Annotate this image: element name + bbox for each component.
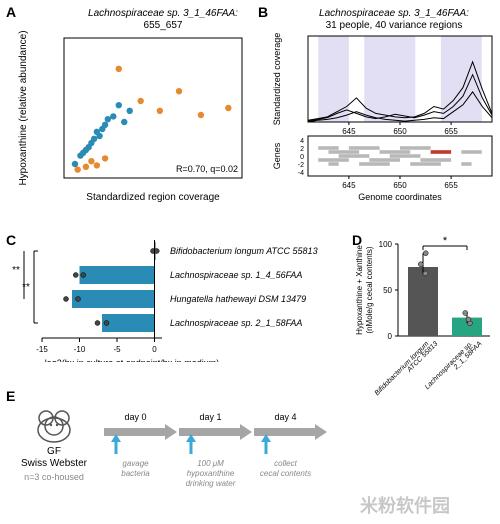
- svg-text:log2(hx in culture at endpoint: log2(hx in culture at endpoint/hx in med…: [45, 358, 220, 362]
- svg-text:645: 645: [342, 181, 356, 190]
- svg-text:Standardized region coverage: Standardized region coverage: [86, 192, 220, 203]
- svg-text:day 4: day 4: [274, 412, 296, 422]
- panel-d-bars: 0 50 100 Hypoxanthine + Xanthine(nMole/g ce…: [350, 236, 500, 406]
- svg-text:Lachnospiraceae sp. 3_1_46FAA:: Lachnospiraceae sp. 3_1_46FAA:: [319, 8, 469, 19]
- svg-text:hypoxanthine: hypoxanthine: [187, 469, 235, 478]
- svg-text:-4: -4: [298, 170, 304, 177]
- svg-text:Swiss Webster: Swiss Webster: [21, 458, 88, 469]
- svg-text:4: 4: [300, 138, 304, 145]
- panel-c-bars: Bifidobacterium longum ATCC 55813 Lachnos…: [12, 232, 342, 362]
- svg-text:2: 2: [300, 146, 304, 153]
- svg-text:GF: GF: [47, 446, 61, 457]
- svg-text:31 people, 40 variance regions: 31 people, 40 variance regions: [326, 20, 463, 31]
- watermark-text: 米粉软件园: [360, 492, 450, 518]
- svg-text:655_657: 655_657: [144, 20, 183, 31]
- svg-text:655: 655: [444, 127, 458, 136]
- svg-text:collect: collect: [274, 459, 297, 468]
- svg-text:Lachnospiraceae sp. 1_4_56FAA: Lachnospiraceae sp. 1_4_56FAA: [170, 270, 302, 280]
- svg-text:Bifidobacterium longum: Bifidobacterium longum: [374, 340, 431, 397]
- svg-text:Genome coordinates: Genome coordinates: [358, 192, 442, 202]
- svg-text:(nMole/g cecal contents): (nMole/g cecal contents): [365, 246, 374, 333]
- svg-text:-5: -5: [113, 345, 121, 354]
- svg-text:bacteria: bacteria: [121, 469, 150, 478]
- svg-text:**: **: [12, 265, 20, 276]
- svg-text:655: 655: [444, 181, 458, 190]
- svg-text:drinking water: drinking water: [186, 479, 236, 488]
- panel-a-scatter: Lachnospiraceae sp. 3_1_46FAA:655_657 Sta…: [12, 4, 252, 204]
- panel-b-coverage: Lachnospiraceae sp. 3_1_46FAA:31 people,…: [264, 4, 500, 204]
- svg-text:Hypoxanthine (relative abundan: Hypoxanthine (relative abundance): [18, 30, 29, 185]
- svg-text:*: *: [443, 236, 448, 247]
- svg-text:day 1: day 1: [199, 412, 221, 422]
- svg-text:Hungatella hathewayi DSM 13479: Hungatella hathewayi DSM 13479: [170, 294, 306, 304]
- svg-text:-2: -2: [298, 162, 304, 169]
- svg-text:0: 0: [152, 345, 157, 354]
- svg-text:0: 0: [300, 154, 304, 161]
- svg-text:50: 50: [383, 286, 392, 295]
- svg-text:0: 0: [388, 332, 393, 341]
- svg-text:-15: -15: [36, 345, 48, 354]
- svg-text:100 μM: 100 μM: [197, 459, 224, 468]
- svg-text:100: 100: [379, 240, 393, 249]
- svg-text:Bifidobacterium longum ATCC 55: Bifidobacterium longum ATCC 55813: [170, 246, 318, 256]
- svg-text:Lachnospiraceae sp. 2_1_58FAA: Lachnospiraceae sp. 2_1_58FAA: [170, 318, 302, 328]
- svg-text:650: 650: [393, 181, 407, 190]
- svg-text:R=0.70, q=0.02: R=0.70, q=0.02: [176, 164, 238, 174]
- svg-text:cecal contents: cecal contents: [260, 469, 311, 478]
- svg-text:-10: -10: [74, 345, 86, 354]
- svg-text:Hypoxanthine + Xanthine: Hypoxanthine + Xanthine: [355, 245, 364, 335]
- svg-text:n=3 co-housed: n=3 co-housed: [24, 472, 84, 482]
- svg-text:gavage: gavage: [122, 459, 149, 468]
- panel-e-timeline: GFSwiss Webster n=3 co-housed day 0 gavageb…: [14, 392, 354, 497]
- svg-text:Lachnospiraceae sp. 3_1_46FAA:: Lachnospiraceae sp. 3_1_46FAA:: [88, 8, 238, 19]
- svg-text:Genes: Genes: [272, 142, 282, 169]
- svg-text:650: 650: [393, 127, 407, 136]
- svg-text:Standardized coverage: Standardized coverage: [272, 33, 282, 126]
- svg-text:**: **: [22, 282, 30, 293]
- svg-text:day 0: day 0: [124, 412, 146, 422]
- svg-text:645: 645: [342, 127, 356, 136]
